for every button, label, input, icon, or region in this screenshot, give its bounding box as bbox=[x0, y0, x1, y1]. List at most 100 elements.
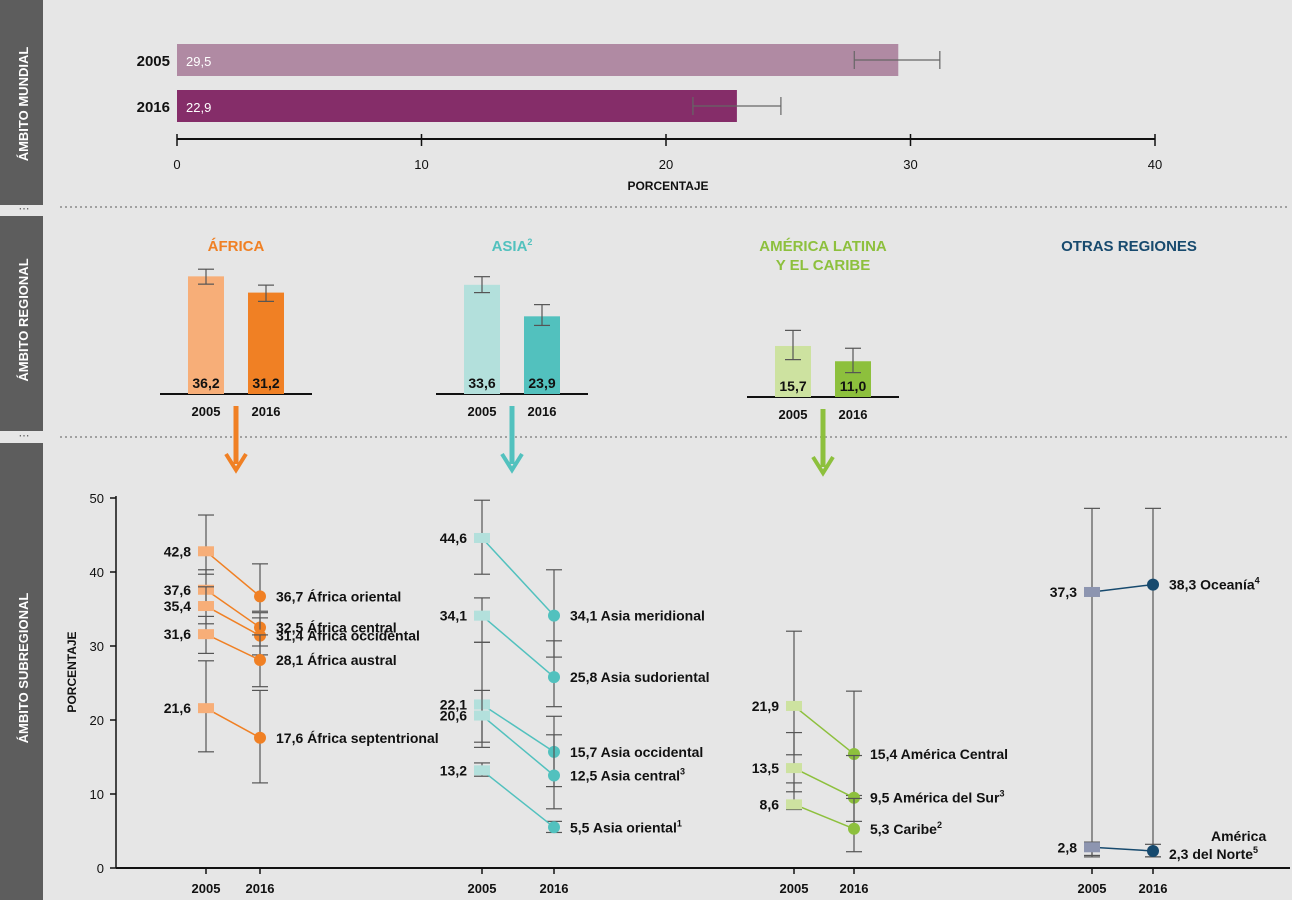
subregional-marker-2016 bbox=[848, 791, 860, 804]
regional-chart-2: AMÉRICA LATINA Y EL CARIBE 15,7 2005 11,0 201… bbox=[747, 238, 899, 477]
subregional-value-label-2016: 38,3 Oceanía4 bbox=[1169, 576, 1260, 593]
subregional-value-label-2005: 21,6 bbox=[164, 700, 191, 716]
global-x-tick-label: 10 bbox=[414, 157, 428, 172]
regional-year-label: 2005 bbox=[779, 407, 808, 422]
subregional-value-label-2005: 31,6 bbox=[164, 626, 191, 642]
subregional-series-line bbox=[205, 707, 261, 739]
subregional-series: 8,6 5,3 Caribe2 bbox=[760, 782, 942, 853]
global-error-bar bbox=[692, 97, 782, 115]
global-error-bar bbox=[853, 51, 941, 69]
global-x-tick-label: 40 bbox=[1148, 157, 1162, 172]
subregional-value-label-2005: 35,4 bbox=[164, 598, 191, 614]
subregional-series-line bbox=[793, 767, 855, 799]
subregional-marker-2005 bbox=[786, 700, 802, 711]
subregional-value-label-2016: 31,4 África occidental bbox=[276, 628, 420, 644]
regional-bar-value-label: 11,0 bbox=[840, 378, 867, 394]
regional-error-bar bbox=[534, 304, 550, 327]
global-year-label: 2005 bbox=[137, 53, 170, 70]
subregional-series-superscript: 5 bbox=[1253, 845, 1258, 855]
subregional-value-label-2005: 44,6 bbox=[440, 530, 467, 546]
regional-bar-2016 bbox=[524, 316, 560, 394]
subregional-marker-2005 bbox=[786, 799, 802, 810]
global-x-tick-label: 0 bbox=[173, 157, 180, 172]
subregional-marker-2005 bbox=[198, 546, 214, 557]
subregional-series-name: América bbox=[1211, 828, 1266, 844]
subregional-series-line bbox=[481, 615, 555, 678]
subregional-marker-2005 bbox=[474, 610, 490, 621]
subregional-marker-2016 bbox=[548, 821, 560, 834]
subregional-series-line bbox=[481, 769, 555, 828]
subregional-series: 34,1 25,8 Asia sudoriental bbox=[440, 597, 710, 708]
subregional-value-label-2016: 32,5 África central bbox=[276, 620, 397, 636]
subregional-marker-2005 bbox=[474, 710, 490, 721]
subregional-series-superscript: 2 bbox=[937, 820, 942, 830]
subregional-value-label-2005: 22,1 bbox=[440, 696, 467, 712]
subregional-group-0: 2005 2016 42,8 36,7 África oriental 37,6 32,5… bbox=[164, 514, 439, 896]
subregional-value-label-2016: 12,5 Asia central3 bbox=[570, 767, 685, 784]
regional-down-arrow-head bbox=[500, 452, 524, 474]
sidebar-subregional-band bbox=[0, 443, 43, 900]
subregional-marker-2005 bbox=[474, 532, 490, 543]
subregional-x-tick-label: 2005 bbox=[192, 881, 221, 896]
subregional-marker-2005 bbox=[474, 765, 490, 776]
subregional-y-tick-label: 50 bbox=[90, 491, 104, 506]
subregional-value-label-2005: 13,2 bbox=[440, 762, 467, 778]
subregional-series-line bbox=[205, 589, 261, 629]
subregional-value-label-2016: 15,4 América Central bbox=[870, 746, 1008, 762]
sidebar: ÁMBITO MUNDIAL ÁMBITO REGIONAL ÁMBITO SU… bbox=[0, 0, 43, 900]
regional-error-bar bbox=[198, 268, 214, 285]
subregional-series-superscript: 3 bbox=[680, 767, 685, 777]
subregional-series-line bbox=[205, 633, 261, 661]
section-label-regional: ÁMBITO REGIONAL bbox=[16, 258, 31, 381]
subregional-x-tick-label: 2005 bbox=[780, 881, 809, 896]
regional-bar-value-label: 33,6 bbox=[468, 375, 495, 391]
regional-bar-2005 bbox=[188, 276, 224, 394]
regional-year-label: 2016 bbox=[528, 404, 557, 419]
regional-chart-1: ASIA2 33,6 2005 23,9 2016 bbox=[436, 237, 588, 474]
global-x-tick-label: 20 bbox=[659, 157, 673, 172]
subregional-series-superscript: 4 bbox=[1255, 576, 1260, 586]
subregional-marker-2005 bbox=[198, 601, 214, 612]
subregional-series: 13,5 9,5 América del Sur3 bbox=[752, 731, 1004, 822]
subregional-value-label-2005: 13,5 bbox=[752, 760, 779, 776]
subregional-series-line bbox=[481, 714, 555, 777]
regional-title-line2: Y EL CARIBE bbox=[776, 257, 870, 274]
regional-title-superscript: 2 bbox=[527, 237, 532, 247]
regional-year-label: 2016 bbox=[252, 404, 281, 419]
regional-chart-3: OTRAS REGIONES bbox=[1061, 238, 1197, 255]
regional-bar-value-label: 15,7 bbox=[779, 378, 806, 394]
regional-error-bar bbox=[785, 329, 801, 361]
regional-bar-charts: ÁFRICA 36,2 2005 31,2 2016 ASIA2 33,6 2005 23,9 2… bbox=[160, 237, 1197, 477]
subregional-series: 37,3 38,3 Oceanía4 bbox=[1050, 507, 1260, 858]
regional-chart-0: ÁFRICA 36,2 2005 31,2 2016 bbox=[160, 238, 312, 474]
subregional-series: 21,6 17,6 África septentrional bbox=[164, 660, 439, 784]
subregional-marker-2016 bbox=[848, 748, 860, 761]
subregional-group-1: 2005 2016 44,6 34,1 Asia meridional 34,1 25,8… bbox=[440, 499, 710, 896]
subregional-x-tick-label: 2005 bbox=[468, 881, 497, 896]
subregional-series: 42,8 36,7 África oriental bbox=[164, 514, 401, 612]
regional-down-arrow-head bbox=[224, 452, 248, 474]
subregional-marker-2016 bbox=[254, 654, 266, 667]
regional-year-label: 2016 bbox=[839, 407, 868, 422]
subregional-marker-2016 bbox=[1147, 844, 1159, 857]
sidebar-global-band bbox=[0, 0, 43, 205]
subregional-series-line bbox=[1091, 846, 1154, 852]
global-bar-2005 bbox=[177, 44, 899, 76]
subregional-y-tick-label: 20 bbox=[90, 713, 104, 728]
subregional-series: 31,6 28,1 África austral bbox=[164, 615, 397, 688]
subregional-group-2: 2005 2016 21,9 15,4 América Central 13,5 9,5 … bbox=[752, 630, 1008, 896]
regional-error-bar bbox=[845, 347, 861, 374]
subregional-y-tick-label: 0 bbox=[97, 861, 104, 876]
subregional-value-label-2005: 8,6 bbox=[760, 796, 780, 812]
regional-error-bar bbox=[474, 276, 490, 294]
global-bar-value-label: 29,5 bbox=[186, 54, 211, 69]
regional-down-arrow bbox=[811, 409, 835, 477]
subregional-marker-2016 bbox=[1147, 578, 1159, 591]
subregional-value-label-2005: 37,3 bbox=[1050, 584, 1077, 600]
subregional-value-label-2016: 28,1 África austral bbox=[276, 652, 397, 668]
subregional-value-label-2005: 21,9 bbox=[752, 698, 779, 714]
